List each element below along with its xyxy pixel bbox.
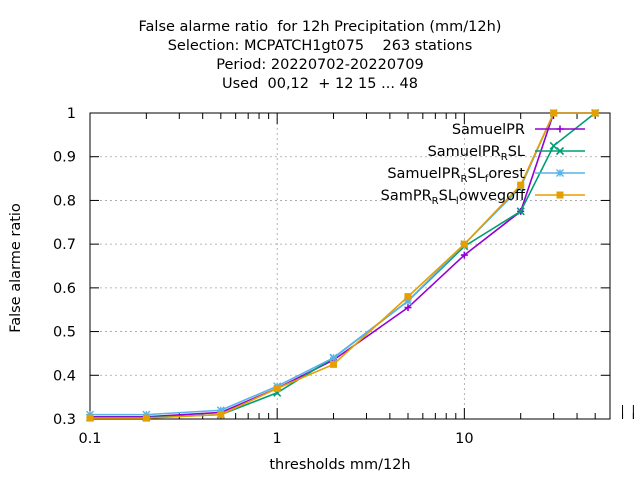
legend-entry-3: SamuelPRRSLforest xyxy=(387,166,585,185)
x-tick-label: 1 xyxy=(273,431,282,447)
plot-frame xyxy=(89,112,611,420)
legend-marker xyxy=(556,125,564,133)
y-tick-label: 0.9 xyxy=(53,150,76,166)
legend-entry-2: SamuelPRRSL xyxy=(428,144,585,163)
data-point xyxy=(404,296,412,305)
y-tick-label: 0.4 xyxy=(53,368,76,384)
data-point xyxy=(273,384,281,392)
y-tick-label: 0.3 xyxy=(53,412,76,428)
series-4 xyxy=(86,109,599,422)
legend-label: SamPRRSLlowvegoff xyxy=(381,188,526,207)
y-tick-label: 0.6 xyxy=(53,281,76,297)
x-tick-label: 0.1 xyxy=(78,431,101,447)
data-point xyxy=(516,207,525,216)
x-axis-label: thresholds mm/12h xyxy=(269,457,411,473)
legend-label-main: SamPR xyxy=(381,188,432,204)
legend-label-tail: SL xyxy=(439,188,456,204)
series-line xyxy=(90,112,596,419)
legend-marker xyxy=(556,169,564,177)
legend-label-sub: R xyxy=(501,152,508,163)
legend-label-tail: SL xyxy=(508,144,525,160)
legend-label-sub2: f xyxy=(485,174,489,185)
data-point xyxy=(142,414,150,422)
legend-label: SamuelPRRSLforest xyxy=(387,166,525,185)
y-axis-label: False alarme ratio xyxy=(8,203,24,333)
data-point xyxy=(404,293,412,301)
legend-label-sub: R xyxy=(432,196,439,207)
data-point xyxy=(216,406,225,415)
data-point xyxy=(329,353,338,362)
legend-label: SamuelPRRSL xyxy=(428,144,525,163)
legend-marker xyxy=(555,146,565,156)
y-tick-label: 0.7 xyxy=(53,237,76,253)
legend-entry-1: SamuelPR xyxy=(452,122,585,138)
gridlines xyxy=(90,113,610,419)
legend-label-sub: R xyxy=(461,174,468,185)
legend-label-sub2: l xyxy=(456,196,459,207)
legend-label-tail2: owvegoff xyxy=(459,188,526,204)
axes: 0.3 0.4 0.5 0.6 0.7 0.8 0.9 1 0.1 1 10 xyxy=(53,106,634,447)
data-point xyxy=(550,109,558,117)
y-tick-label: 0.8 xyxy=(53,193,76,209)
data-point xyxy=(460,251,468,259)
legend-label-tail: SL xyxy=(467,166,484,182)
chart-title-line-2: Selection: MCPATCH1gt075 263 stations xyxy=(167,38,473,54)
legend-label-main: SamuelPR xyxy=(387,166,460,182)
chart-title-line-1: False alarme ratio for 12h Precipitation… xyxy=(138,19,502,35)
data-point xyxy=(591,109,599,117)
chart-title-line-4: Used 00,12 + 12 15 ... 48 xyxy=(221,76,418,92)
data-point xyxy=(86,414,94,422)
y-tick-label: 0.5 xyxy=(53,325,76,341)
data-point xyxy=(517,181,525,189)
legend: SamuelPRSamuelPRRSLSamuelPRRSLforestSamP… xyxy=(381,122,585,207)
data-point xyxy=(330,360,338,368)
data-point xyxy=(217,411,225,419)
legend-label: SamuelPR xyxy=(452,122,525,138)
data-point xyxy=(404,304,412,312)
legend-marker xyxy=(556,191,564,199)
series-line xyxy=(90,112,596,418)
legend-label-main: SamuelPR xyxy=(428,144,501,160)
x-tick-label: 10 xyxy=(455,431,473,447)
legend-entry-4: SamPRRSLlowvegoff xyxy=(381,188,585,207)
legend-label-tail2: orest xyxy=(488,166,525,182)
y-tick-label: 1 xyxy=(67,106,76,122)
chart-title-line-3: Period: 20220702-20220709 xyxy=(216,57,424,73)
data-point xyxy=(460,240,468,248)
series-group xyxy=(85,108,600,422)
